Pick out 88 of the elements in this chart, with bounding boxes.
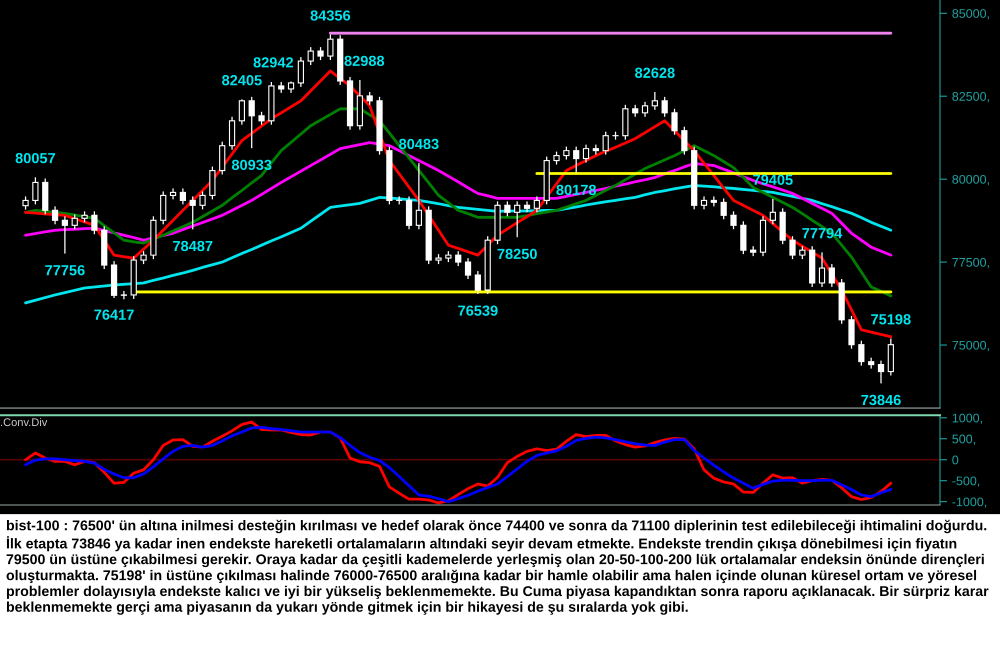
annotation: 82942	[254, 57, 294, 68]
candlestick	[700, 196, 708, 210]
candlestick	[91, 210, 98, 235]
annotation: 80933	[232, 160, 272, 170]
candlestick	[592, 144, 599, 156]
text: bist-100 : 76500' ün altına inilmesi desteğin kırılması ve hedef olarak önce 74400 ve sonra da 71100 diplerinin test edilebileceği ihtimalini doğurdu. İlk etapta 73846 ya kadar inen endekste hareketli ortalamaların altındaki seyir devam etmekte. Endekste trendin çıkışa dönebilmesi için fiyatın 79500 ün üstüne çıkabilmesi gerekir. Oraya kadar da çeşitli kademelerde yerleşmiş olan 20-50-100-200 lük ortalamalar endeksin önünde dirençleri oluşturmakta. 75198' in üstüne çıkılması halinde 76000-76500 aralığına kadar bir hamle olabilir ama halen içinde olunan küresel ortam ve yöresel problemler dolayısıyla endekste kalıcı ve iyi bir yükseliş beklenmemekte. Bu Cuma piyasa kapandıktan sonra raporu açıklanacak. Bir sürpriz karar beklenmemekte gerçi ama piyasanın da yukarı yönde gitmek için bir hikayesi de şu sıralarda yok gibi.	[6, 520, 988, 615]
candlestick	[62, 216, 68, 254]
y-tick-label: 500,	[952, 434, 976, 445]
candlestick	[199, 190, 206, 210]
candlestick	[435, 254, 442, 265]
candlestick	[52, 206, 58, 225]
y-tick-label: 82500,	[952, 92, 989, 102]
annotation: 76417	[94, 310, 134, 320]
candlestick	[298, 56, 304, 88]
annotation: 80057	[16, 152, 56, 164]
candlestick	[504, 200, 510, 217]
candlestick	[632, 104, 638, 118]
candlestick	[799, 246, 806, 260]
candlestick	[366, 91, 373, 106]
candlestick	[288, 80, 294, 94]
candlestick	[858, 340, 864, 366]
candlestick	[514, 200, 520, 238]
candlestick	[878, 360, 884, 384]
y-tick-label: 80000,	[952, 174, 989, 186]
candlestick	[464, 257, 472, 280]
candlestick	[416, 162, 422, 230]
candlestick	[140, 250, 147, 265]
annotation: 75198	[871, 314, 911, 324]
candlestick	[396, 196, 402, 205]
candlestick	[582, 144, 590, 164]
annotation: 77756	[45, 265, 85, 276]
candlestick	[278, 81, 284, 94]
candlestick	[750, 246, 756, 257]
annotation: 82405	[222, 75, 262, 86]
candlestick	[72, 214, 78, 230]
candlestick	[455, 250, 462, 267]
candlestick	[671, 108, 678, 136]
candlestick	[573, 146, 580, 174]
candlestick	[681, 126, 688, 156]
candlestick	[317, 46, 324, 61]
y-tick-label: 85000,	[952, 9, 989, 20]
annotation: 76539	[458, 305, 498, 316]
candlestick	[710, 196, 717, 207]
candlestick	[563, 146, 570, 160]
candlestick	[720, 198, 727, 220]
candlestick	[170, 188, 176, 200]
y-tick-label: -1000,	[952, 497, 986, 508]
candlestick	[474, 270, 481, 295]
annotation: 80178	[556, 184, 596, 196]
chart-title: .Conv.Div	[1, 418, 48, 426]
y-tick-label: 75000,	[952, 340, 989, 352]
candlestick	[642, 101, 648, 118]
candlestick	[524, 200, 530, 213]
candlestick	[730, 210, 737, 230]
candlestick	[327, 34, 334, 61]
annotation: 78487	[173, 240, 212, 252]
y-tick-label: -500,	[952, 476, 980, 487]
candlestick	[602, 131, 609, 156]
annotation: 82988	[344, 56, 384, 66]
y-tick-label: 0	[952, 456, 958, 464]
candlestick	[248, 96, 255, 149]
annotation: 82628	[635, 68, 675, 78]
annotation: 84356	[310, 10, 350, 21]
candlestick	[81, 210, 88, 223]
candlestick	[828, 263, 835, 288]
candlestick	[534, 196, 540, 213]
candlestick	[662, 96, 668, 118]
candlestick	[308, 46, 314, 66]
candlestick	[190, 196, 196, 230]
candlestick	[652, 91, 658, 110]
candlestick	[553, 150, 560, 166]
y-tick-label: 1000,	[952, 414, 982, 424]
annotation: 79405	[753, 174, 793, 185]
annotation: 80483	[399, 138, 439, 150]
annotation: 73846	[861, 394, 901, 406]
annotation: 78250	[498, 248, 537, 260]
annotation: 77794	[802, 228, 842, 238]
candlestick	[32, 176, 39, 205]
candlestick	[868, 357, 874, 370]
candlestick	[258, 111, 265, 126]
candlestick	[445, 250, 452, 263]
candlestick	[789, 236, 796, 260]
candlestick	[770, 198, 776, 225]
candlestick	[22, 196, 29, 210]
candlestick	[818, 252, 826, 288]
candlestick	[180, 188, 186, 205]
candlestick	[238, 98, 245, 126]
y-tick-label: 77500,	[952, 258, 989, 268]
